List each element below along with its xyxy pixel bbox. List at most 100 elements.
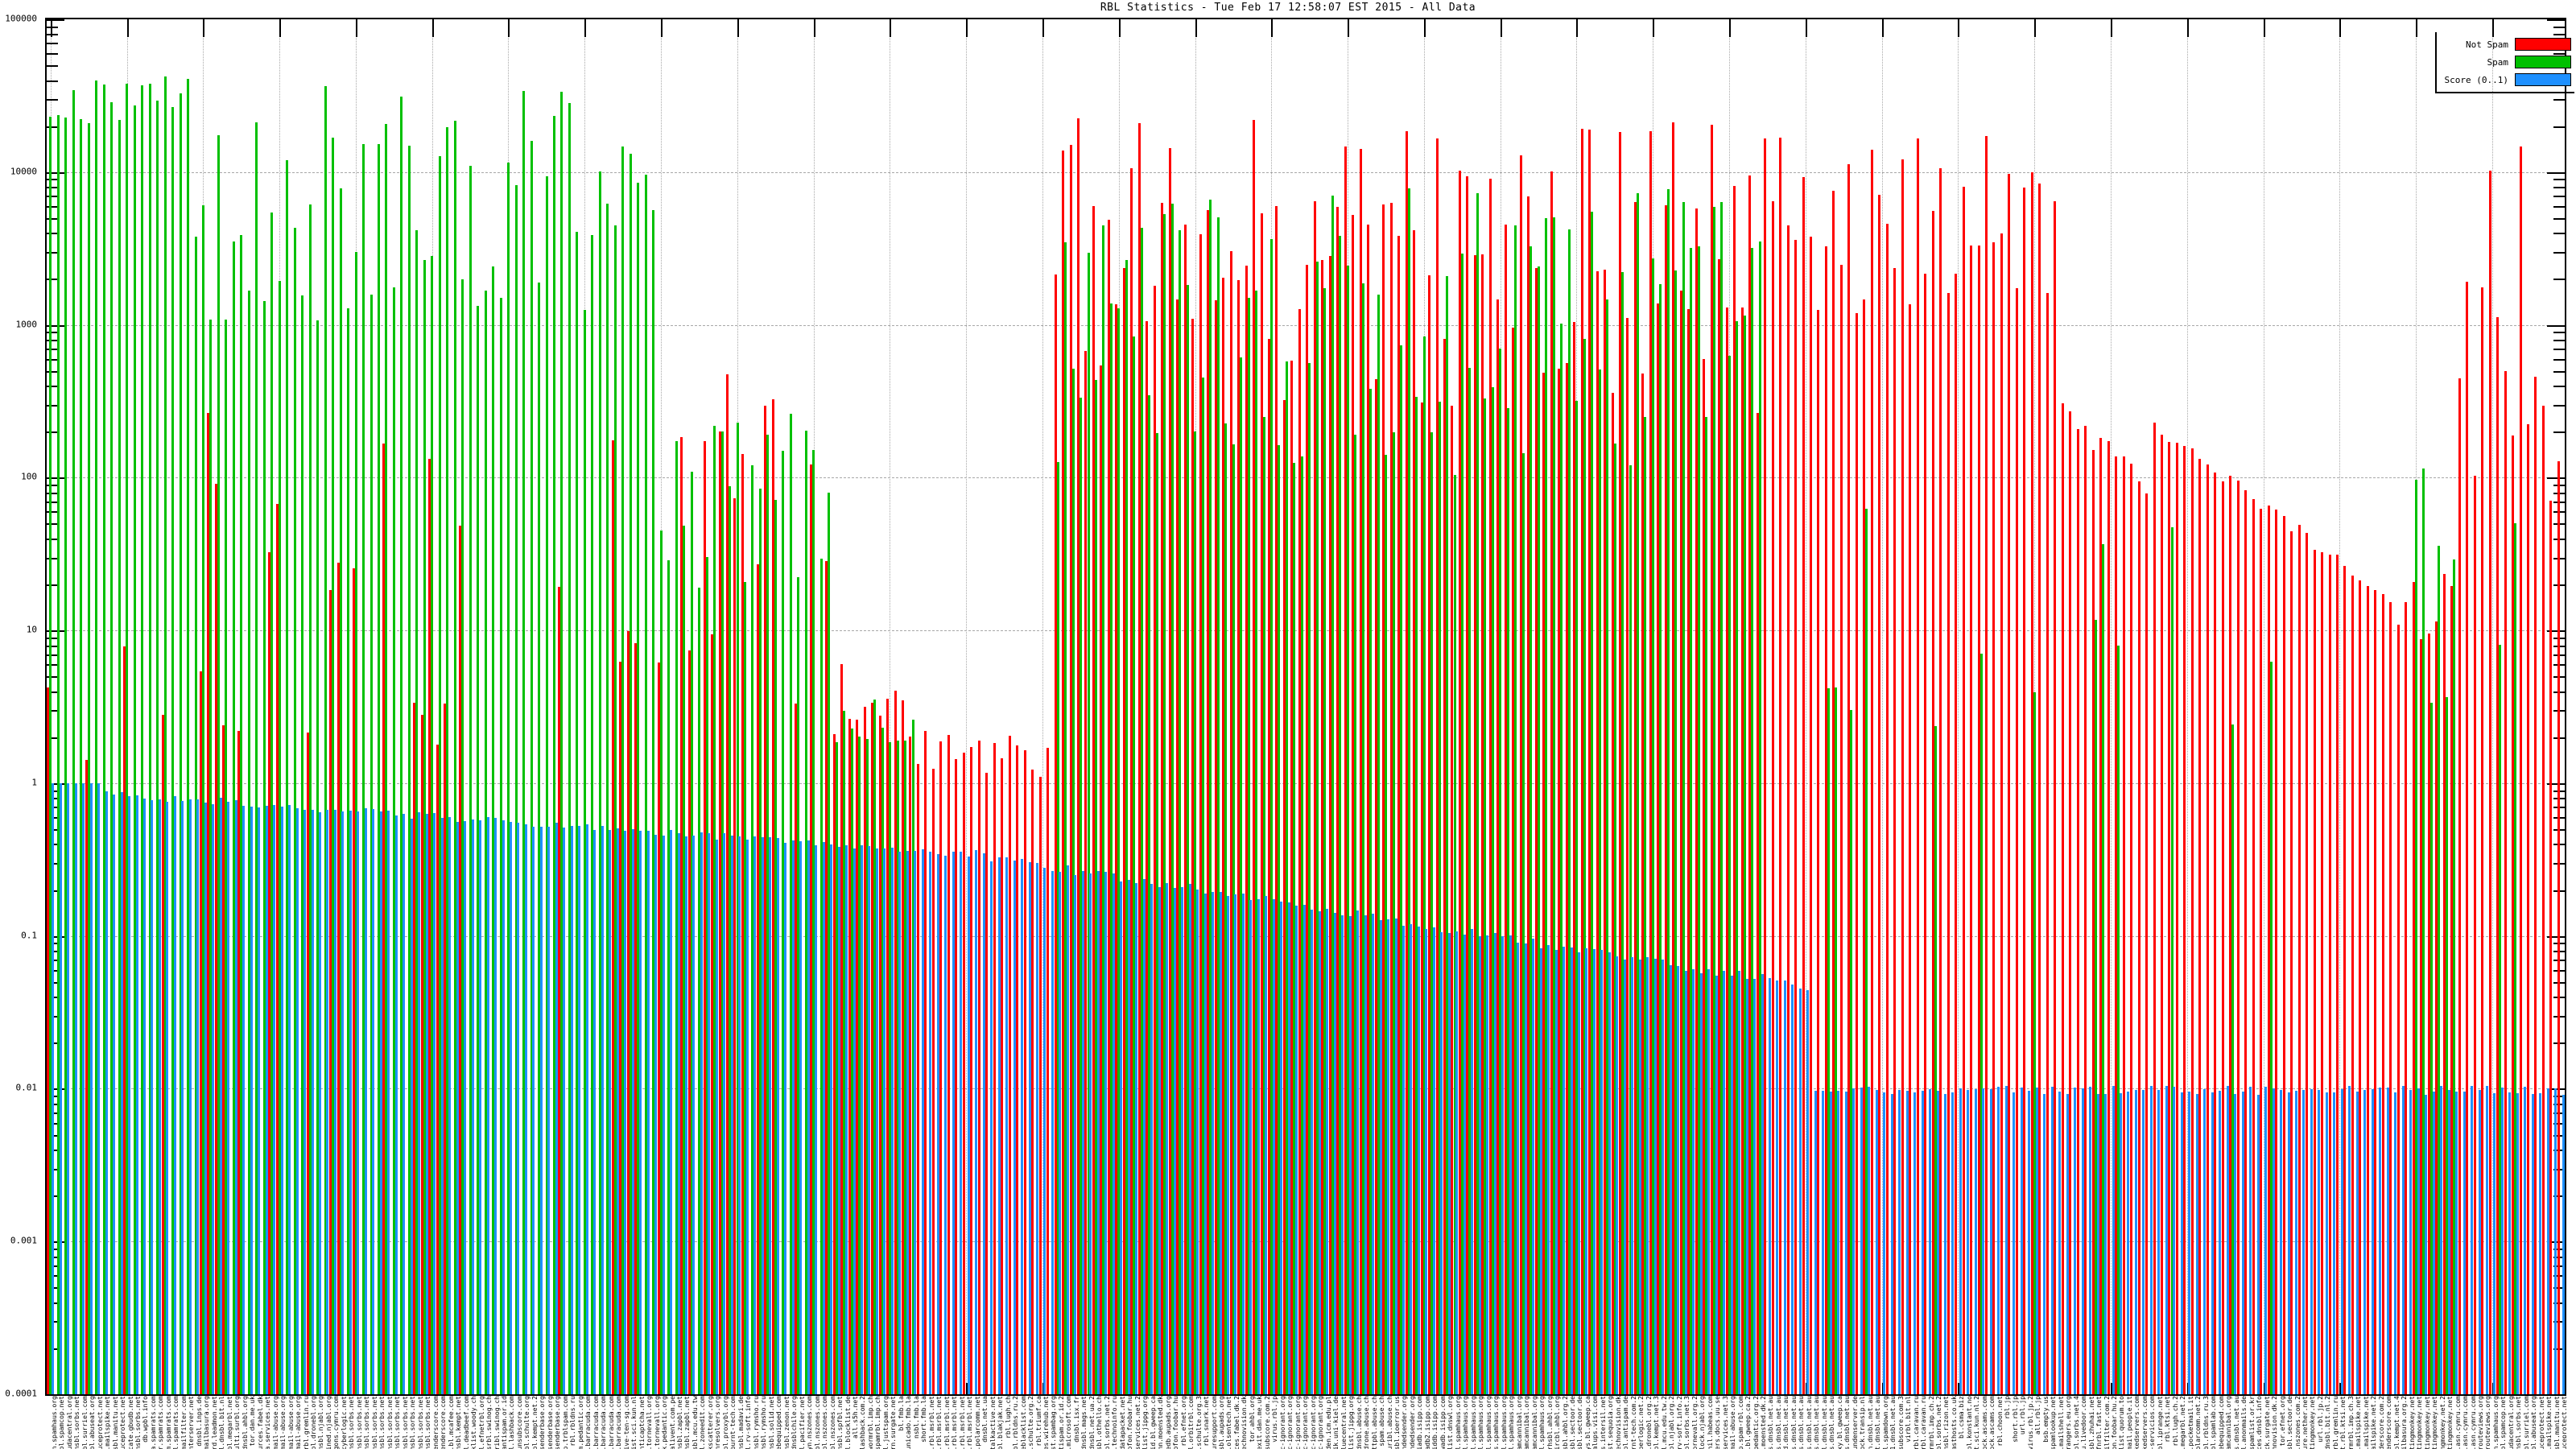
bar-score bbox=[1120, 881, 1123, 1394]
x-axis-tick-label: rbl.efnetrbl.org bbox=[477, 1396, 485, 1449]
bar-not-spam bbox=[1405, 130, 1408, 1394]
bar-not-spam bbox=[2351, 576, 2354, 1394]
bar-spam bbox=[87, 123, 90, 1394]
x-axis-tick-label: torexit.dan.me.uk bbox=[1256, 1396, 1264, 1449]
bar-spam bbox=[1140, 228, 1143, 1394]
bar-score bbox=[227, 802, 230, 1394]
x-axis-tick-label: netscan.rbl.blockedservers.com bbox=[2133, 1396, 2140, 1449]
bar-score bbox=[639, 831, 642, 1394]
x-axis-tick-label: rbl.iprange.net bbox=[2156, 1396, 2164, 1449]
bar-not-spam bbox=[1183, 225, 1187, 1394]
y-axis-tick-minor bbox=[2553, 386, 2565, 388]
x-axis-tick-label: dnsbl.mcu.edu.tw.2 bbox=[1660, 1396, 1668, 1449]
bar-not-spam bbox=[2221, 481, 2224, 1394]
x-axis-tick-label: dwl.spamhaus.org bbox=[1462, 1396, 1470, 1449]
bar-not-spam bbox=[1527, 196, 1530, 1394]
bar-score bbox=[1868, 1086, 1871, 1394]
bar-not-spam bbox=[1054, 274, 1057, 1394]
bar-score bbox=[2066, 1094, 2069, 1394]
bar-not-spam bbox=[1077, 118, 1080, 1394]
y-axis-tick-minor bbox=[2553, 179, 2565, 181]
x-axis-tick-label: rbl.ktsi.net bbox=[2164, 1396, 2172, 1443]
bar-spam bbox=[591, 235, 594, 1394]
y-axis-tick-minor bbox=[2553, 370, 2565, 373]
bar-not-spam bbox=[1588, 129, 1591, 1394]
x-axis-tick-label: spamguard.leadmon.net bbox=[210, 1396, 218, 1449]
y-axis-tick-minor bbox=[2553, 332, 2565, 334]
bar-not-spam bbox=[1107, 219, 1110, 1394]
x-axis-tick-label: uribl.abuse.ch bbox=[1385, 1396, 1393, 1449]
bar-not-spam bbox=[1633, 202, 1637, 1394]
bar-not-spam bbox=[1001, 758, 1004, 1394]
bar-score bbox=[1287, 902, 1290, 1394]
bar-score bbox=[97, 782, 101, 1394]
bar-not-spam bbox=[756, 564, 759, 1394]
x-axis-tick-top bbox=[1576, 19, 1579, 37]
bar-not-spam bbox=[2023, 188, 2026, 1394]
bar-score bbox=[1410, 923, 1413, 1394]
bar-spam bbox=[1751, 248, 1754, 1394]
x-axis-tick-label: rbl.choon.net bbox=[1996, 1396, 2004, 1447]
bar-spam bbox=[187, 79, 190, 1394]
x-axis-tick-top bbox=[1195, 19, 1197, 37]
bar-spam bbox=[1499, 349, 1502, 1394]
bar-spam bbox=[1216, 217, 1220, 1394]
bar-not-spam bbox=[680, 437, 683, 1394]
bar-spam bbox=[1736, 321, 1739, 1394]
bar-score bbox=[1265, 896, 1268, 1394]
bar-score bbox=[1203, 893, 1207, 1394]
bar-not-spam bbox=[2526, 424, 2529, 1394]
bar-not-spam bbox=[825, 560, 828, 1394]
bar-score bbox=[1066, 865, 1069, 1394]
bar-not-spam bbox=[1779, 137, 1782, 1394]
x-axis-tick-label: virbl.dnsbl.bit.nl bbox=[218, 1396, 226, 1449]
y-axis-tick-minor bbox=[2553, 404, 2565, 407]
x-axis-tick-label: dnsbl-1.uceprotect.net bbox=[2537, 1396, 2545, 1449]
x-axis-tick-top bbox=[1042, 19, 1044, 37]
x-axis-tick-label: iddb.isipp.com bbox=[1431, 1396, 1439, 1449]
x-axis-tick-label: bl.score.senderscore.com.2 bbox=[2377, 1396, 2385, 1449]
x-axis-tick-label: bl.deadbeef.com bbox=[462, 1396, 470, 1449]
bar-not-spam bbox=[993, 742, 996, 1394]
bar-not-spam bbox=[2366, 586, 2369, 1394]
bar-spam bbox=[1080, 398, 1083, 1394]
bar-not-spam bbox=[2267, 506, 2270, 1394]
bar-not-spam bbox=[1580, 128, 1583, 1394]
bar-score bbox=[1798, 988, 1802, 1394]
bar-spam bbox=[1835, 687, 1838, 1394]
x-axis-tick-label: torserver.tor.dnsbl.sectoor.de bbox=[2286, 1396, 2293, 1449]
bar-not-spam bbox=[939, 741, 943, 1394]
bar-score bbox=[311, 809, 314, 1394]
x-axis-tick-label: list.quorum.to bbox=[2118, 1396, 2126, 1449]
bar-spam bbox=[1545, 217, 1548, 1394]
bar-score bbox=[1898, 1090, 1901, 1394]
y-axis-tick-label: 1 bbox=[31, 777, 37, 788]
bar-score bbox=[2455, 1092, 2458, 1394]
x-axis-tick-label: wormrbl.imp.ch bbox=[866, 1396, 874, 1449]
bar-score bbox=[662, 836, 665, 1394]
bar-not-spam bbox=[1764, 138, 1767, 1394]
bar-score bbox=[524, 824, 527, 1394]
bar-score bbox=[1447, 932, 1451, 1394]
bar-score bbox=[570, 826, 573, 1394]
bar-spam bbox=[461, 279, 464, 1394]
bar-not-spam bbox=[1435, 138, 1439, 1394]
bar-score bbox=[1302, 905, 1306, 1394]
bar-spam bbox=[1430, 431, 1434, 1394]
bar-spam bbox=[378, 144, 380, 1394]
bar-not-spam bbox=[1267, 339, 1270, 1394]
bar-spam bbox=[667, 560, 671, 1394]
bar-score bbox=[1005, 857, 1009, 1394]
bar-not-spam bbox=[878, 715, 881, 1394]
bar-score bbox=[2325, 1092, 2328, 1394]
bar-score bbox=[89, 782, 93, 1394]
x-axis-tick-label: blackholes.wirehub.net bbox=[1042, 1396, 1050, 1449]
bar-score bbox=[1074, 874, 1077, 1394]
bar-score bbox=[1913, 1092, 1917, 1394]
x-axis-tick-label: spam.dnsbl.anonmails.de bbox=[2240, 1396, 2248, 1449]
x-axis-tick-label: bl.spamcop.net bbox=[2500, 1396, 2508, 1449]
x-axis-tick-label: iadb.isipp.com bbox=[1416, 1396, 1424, 1449]
x-axis-tick-label: dnsbl.ahbl.org bbox=[241, 1396, 249, 1449]
x-axis-tick-label: dnsbl.ioerror.us bbox=[1393, 1396, 1401, 1449]
bar-not-spam bbox=[1207, 210, 1210, 1394]
